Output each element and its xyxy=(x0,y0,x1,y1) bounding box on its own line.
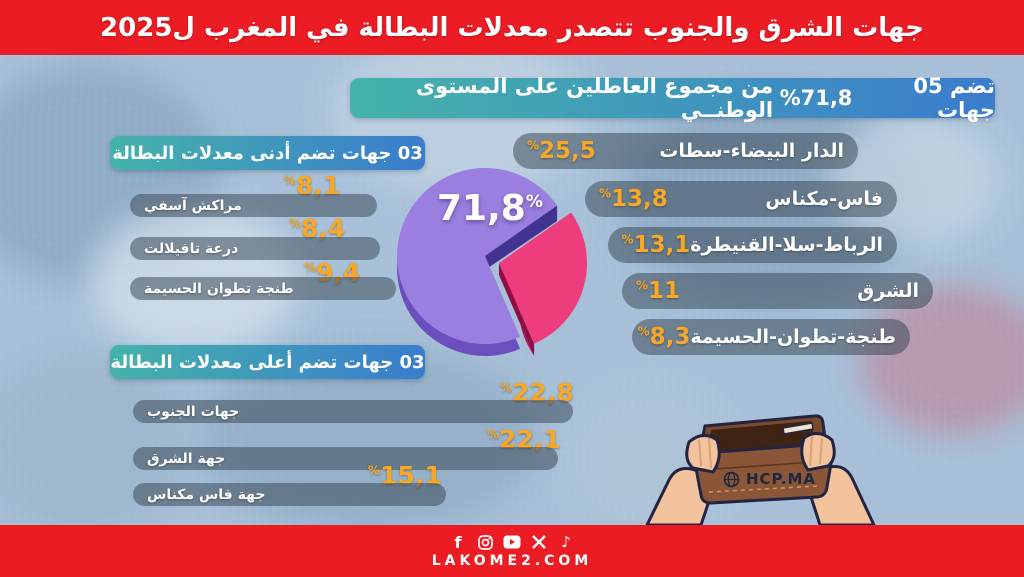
region-value: %8,3 xyxy=(637,324,691,350)
x-twitter-icon[interactable] xyxy=(530,533,548,551)
page-title: جهات الشرق والجنوب تتصدر معدلات البطالة … xyxy=(100,12,924,43)
right-fingers xyxy=(809,435,823,467)
rate-value: %8,4 xyxy=(289,214,346,243)
youtube-icon[interactable] xyxy=(503,533,521,551)
left-fingers xyxy=(698,437,712,469)
pie-slice-purple xyxy=(397,167,558,344)
region-value: %13,8 xyxy=(599,186,668,212)
source-label: HCP.MA xyxy=(746,470,817,488)
rate-row: جهة الشرق xyxy=(133,447,558,470)
region-name: الرباط-سلا-القنيطرة xyxy=(690,234,883,256)
region-value: %11 xyxy=(636,278,681,304)
region-name: مراكش آسفي xyxy=(144,197,242,214)
empty-wallet-illustration xyxy=(633,368,888,527)
region-name: جهة فاس مكناس xyxy=(147,486,266,503)
region-name: فاس-مكناس xyxy=(765,188,883,210)
wallet-svg xyxy=(644,414,877,527)
bg-blob xyxy=(860,285,1024,435)
pie-purple-cutface xyxy=(485,205,558,270)
lowest-rates-header: 03 جهات تضم أدنى معدلات البطالة xyxy=(110,136,425,170)
pie-chart-svg xyxy=(397,167,588,356)
region-name: الشرق xyxy=(857,280,919,302)
banner-prefix: تضم 05 جهات xyxy=(913,74,995,122)
national-row: طنجة-تطوان-الحسيمة %8,3 xyxy=(632,319,910,355)
header-bar: جهات الشرق والجنوب تتصدر معدلات البطالة … xyxy=(0,0,1024,55)
region-value: %25,5 xyxy=(527,138,596,164)
national-row: فاس-مكناس %13,8 xyxy=(585,181,897,217)
national-row: الدار البيضاء-سطات %25,5 xyxy=(513,133,858,169)
source-badge: HCP.MA xyxy=(723,470,816,488)
facebook-icon[interactable]: f xyxy=(454,532,462,552)
wallet-stitches xyxy=(708,485,820,493)
region-name: درعة تافيلالت xyxy=(144,240,239,257)
rate-row: جهات الجنوب xyxy=(133,400,573,423)
region-name: جهات الجنوب xyxy=(147,403,240,420)
section-title: 03 جهات تضم أدنى معدلات البطالة xyxy=(112,142,423,164)
rate-row: طنجة تطوان الحسيمة xyxy=(130,277,396,300)
banner-suffix: من مجموع العاطلين على المستوى الوطنــي xyxy=(415,74,774,122)
wallet-card xyxy=(782,422,814,435)
rate-row: درعة تافيلالت xyxy=(130,237,380,260)
footer-bar: f ♪ LAKOME2.COM xyxy=(0,525,1024,577)
highest-rates-header: 03 جهات تضم أعلى معدلات البطالة xyxy=(110,345,425,379)
instagram-icon[interactable] xyxy=(476,533,494,551)
region-name: جهة الشرق xyxy=(147,450,226,467)
national-total-banner: تضم 05 جهات %71,8 من مجموع العاطلين على … xyxy=(350,74,995,122)
section-title: 03 جهات تضم أعلى معدلات البطالة xyxy=(110,351,425,373)
bg-blob xyxy=(830,115,1000,245)
national-row: الشرق %11 xyxy=(622,273,933,309)
social-icons: f ♪ xyxy=(449,532,575,552)
pie-pink-cutface xyxy=(499,263,535,356)
rate-row: جهة فاس مكناس xyxy=(133,483,446,506)
region-name: طنجة-تطوان-الحسيمة xyxy=(690,326,896,348)
pie-label: 71,8% xyxy=(437,188,543,229)
tiktok-icon[interactable]: ♪ xyxy=(561,533,571,551)
pie-chart xyxy=(393,165,603,370)
globe-icon xyxy=(723,471,740,487)
region-value: %13,1 xyxy=(621,232,691,258)
region-name: طنجة تطوان الحسيمة xyxy=(144,280,294,297)
rate-row: مراكش آسفي xyxy=(130,194,377,217)
site-name[interactable]: LAKOME2.COM xyxy=(431,553,593,569)
banner-value: %71,8 xyxy=(779,86,853,110)
left-hand xyxy=(685,434,721,474)
pie-slice-pink xyxy=(499,212,588,344)
region-name: الدار البيضاء-سطات xyxy=(659,140,844,162)
national-row: الرباط-سلا-القنيطرة %13,1 xyxy=(608,227,897,263)
right-hand xyxy=(800,432,836,472)
